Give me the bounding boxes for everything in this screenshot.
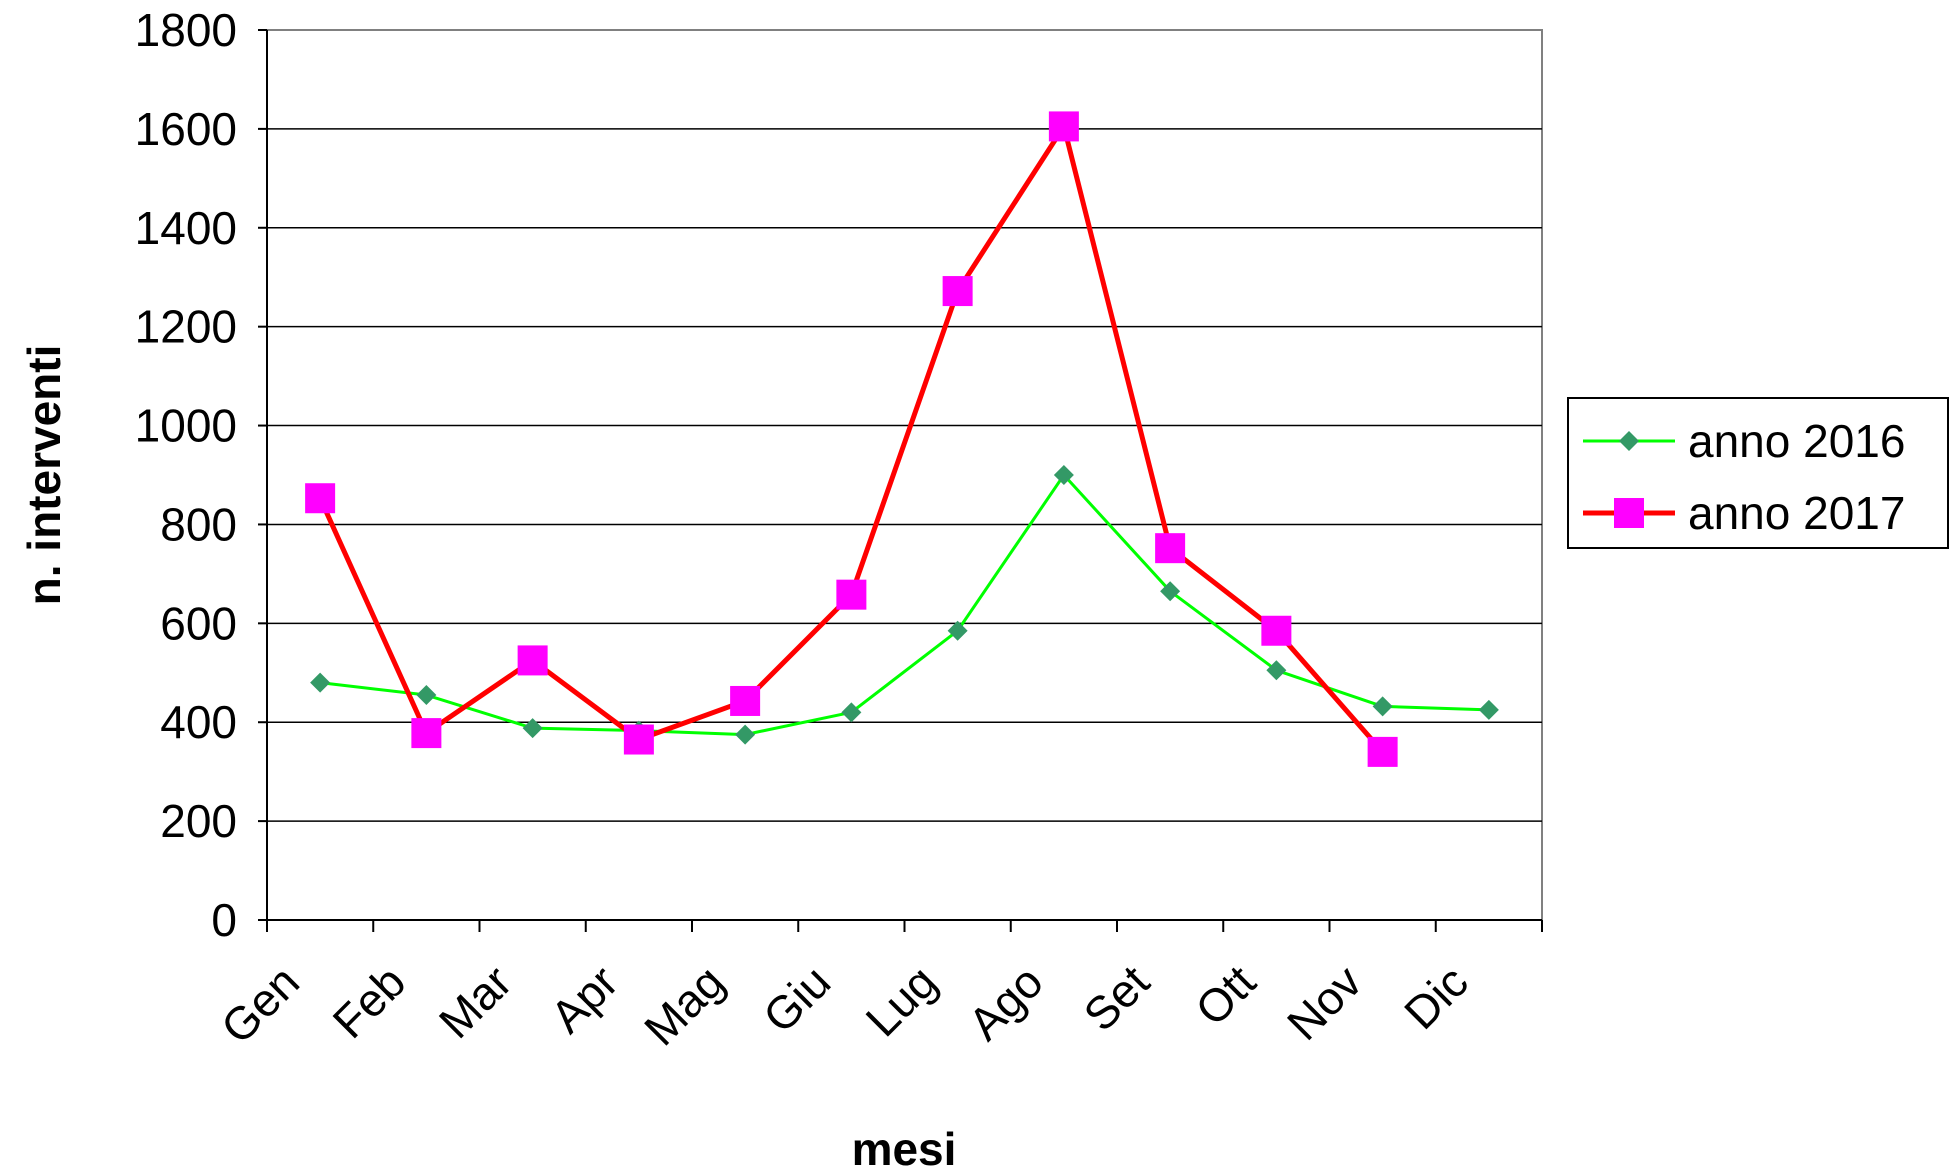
y-tick-label: 400 [160,696,237,748]
data-point [310,672,331,693]
data-point [1155,533,1186,564]
x-tick-label: Mag [634,955,734,1055]
data-point [942,276,973,307]
x-tick-label: Gen [211,955,309,1053]
series-anno-2016 [310,465,1499,745]
data-point [730,685,761,716]
x-tick-label: Dic [1394,955,1478,1039]
data-point [1048,111,1079,142]
y-tick-label: 1800 [135,4,237,56]
data-point [1261,615,1292,646]
x-tick-label: Ago [958,955,1053,1050]
x-tick-label: Mar [429,955,522,1048]
plot-area [266,29,1543,921]
data-point [836,579,867,610]
x-tick-label: Lug [856,955,947,1046]
series [305,111,1499,767]
gridlines [267,128,1542,822]
x-tick-label: Ott [1185,955,1265,1035]
y-tick-label: 0 [211,894,237,946]
y-tick-label: 200 [160,795,237,847]
data-point [1160,581,1181,602]
data-point [517,645,548,676]
legend: anno 2016 anno 2017 [1567,397,1949,549]
y-tick-label: 1000 [135,400,237,452]
data-point [411,718,442,749]
y-tick-label: 1200 [135,301,237,353]
data-point [1053,465,1074,485]
x-tick-label: Nov [1277,955,1372,1050]
legend-entry: anno 2016 [1583,415,1905,467]
series-anno-2017 [305,111,1398,767]
data-point [947,620,968,641]
data-point [1478,699,1499,720]
x-tick-label: Apr [540,955,627,1042]
x-axis-title: mesi [852,1123,957,1172]
data-point [305,483,336,514]
x-tick-label: Feb [323,955,416,1048]
y-tick-label: 600 [160,597,237,649]
x-tick-label: Set [1073,955,1159,1041]
x-tick-label: Giu [753,955,840,1042]
data-point [522,718,543,739]
y-tick-label: 1400 [135,202,237,254]
legend-label: anno 2017 [1688,487,1905,539]
legend-marker [1619,431,1639,451]
data-point [735,724,756,745]
y-tick-label: 1600 [135,103,237,155]
legend-marker [1614,498,1644,528]
data-point [841,702,862,723]
data-point [1266,660,1287,681]
y-tick-label: 800 [160,498,237,550]
data-point [1372,696,1393,717]
series-line [319,473,1489,737]
y-axis-title: n. interventi [18,345,70,606]
data-point [623,724,654,755]
legend-entry: anno 2017 [1583,487,1905,539]
data-point [416,685,437,706]
data-point [1367,736,1398,767]
legend-label: anno 2016 [1688,415,1905,467]
